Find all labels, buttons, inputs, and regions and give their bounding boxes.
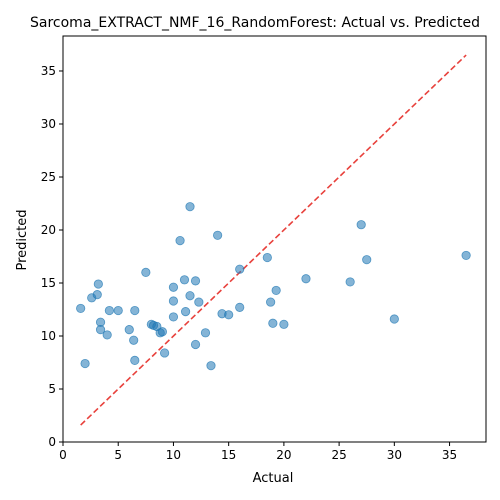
y-axis-ticks: 0 5 10 15 20 25 30 35 (41, 64, 63, 449)
data-point (130, 355, 140, 365)
x-tick-label: 20 (276, 448, 291, 462)
data-point (168, 296, 179, 306)
data-point (271, 285, 281, 296)
y-tick-label: 20 (41, 223, 56, 237)
data-point (160, 348, 170, 358)
data-point (129, 335, 139, 345)
data-point (262, 252, 272, 263)
data-point (102, 330, 112, 340)
plot-area (62, 35, 487, 443)
x-tick-label: 30 (387, 448, 402, 462)
data-point (93, 279, 103, 289)
x-axis-label: Actual (253, 471, 294, 486)
x-axis-ticks: 0 5 10 15 20 25 30 35 (59, 442, 457, 462)
data-point (185, 202, 195, 212)
data-point (362, 255, 372, 265)
data-point (76, 303, 86, 314)
data-point (235, 302, 245, 312)
data-point (141, 267, 151, 277)
data-point (345, 277, 355, 287)
data-point (80, 358, 90, 369)
y-axis-label: Predicted (15, 209, 30, 270)
data-point (224, 310, 234, 320)
data-point (95, 325, 106, 335)
reference-line (80, 54, 467, 426)
y-tick-label: 10 (41, 329, 56, 343)
data-point (279, 319, 289, 329)
data-point (130, 305, 140, 316)
y-tick-label: 25 (41, 170, 56, 184)
data-point (356, 220, 366, 230)
data-point (104, 305, 114, 316)
x-tick-label: 35 (442, 448, 457, 462)
data-point (389, 314, 399, 324)
data-point (461, 250, 471, 261)
data-point (213, 230, 223, 240)
data-point (200, 328, 211, 338)
x-tick-label: 0 (59, 448, 67, 462)
data-point (157, 327, 167, 337)
x-tick-label: 15 (221, 448, 236, 462)
data-point (168, 312, 179, 322)
data-point (266, 297, 276, 307)
chart-title: Sarcoma_EXTRACT_NMF_16_RandomForest: Act… (30, 15, 480, 31)
data-point (235, 264, 245, 274)
data-point (124, 325, 134, 335)
data-point (190, 276, 201, 286)
y-tick-label: 15 (41, 276, 56, 290)
data-point (190, 339, 201, 350)
y-tick-label: 30 (41, 117, 56, 131)
data-point (175, 235, 185, 246)
x-tick-label: 25 (331, 448, 346, 462)
data-point (168, 282, 179, 292)
plot-frame (62, 35, 487, 443)
data-point (179, 275, 190, 285)
data-point (268, 318, 278, 328)
y-tick-label: 35 (41, 64, 56, 78)
data-point (185, 291, 195, 301)
data-point (301, 274, 311, 284)
y-tick-label: 0 (48, 435, 56, 449)
y-tick-label: 5 (48, 382, 56, 396)
x-tick-label: 10 (166, 448, 181, 462)
reference-line-layer (80, 54, 467, 426)
data-point (180, 307, 191, 317)
data-point (113, 305, 123, 316)
data-point (206, 361, 216, 371)
x-tick-label: 5 (114, 448, 122, 462)
data-point (194, 297, 204, 307)
data-point (92, 290, 102, 300)
points-layer (76, 202, 471, 371)
